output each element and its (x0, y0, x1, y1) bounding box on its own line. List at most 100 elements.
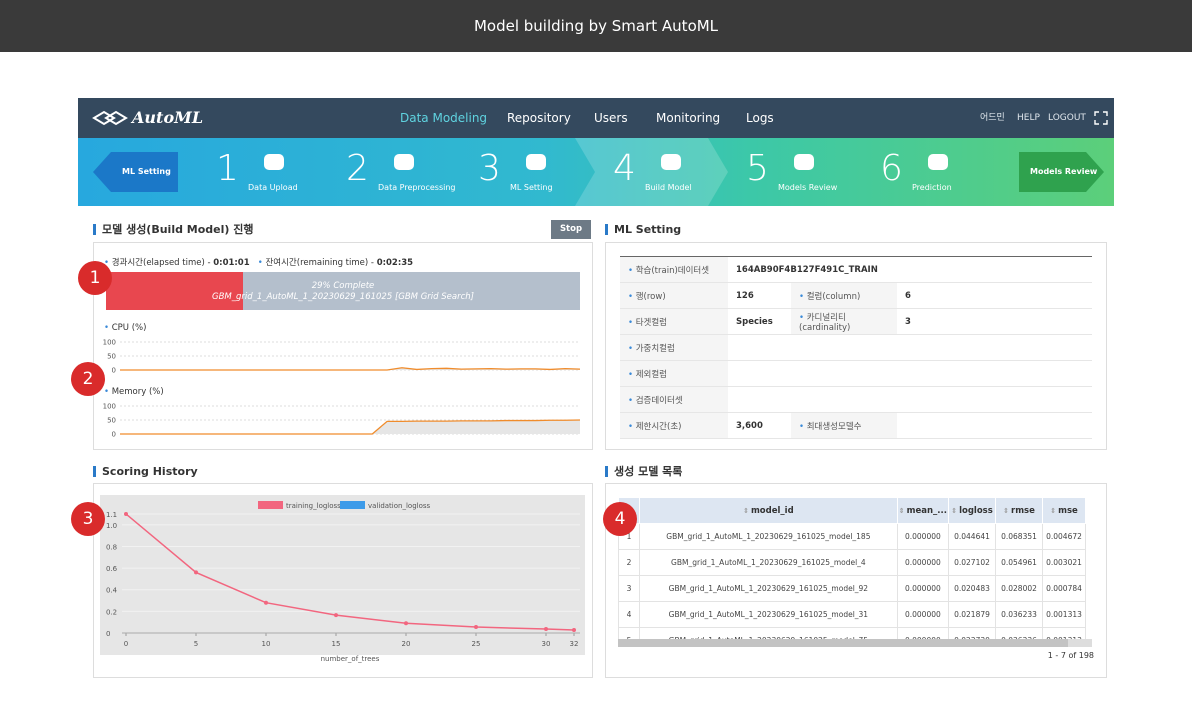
cell: 0.000000 (896, 627, 950, 639)
prev-step[interactable]: ML Setting (122, 167, 171, 176)
step-number: 6 (880, 148, 903, 189)
step-number: 4 (613, 148, 636, 189)
progress-job: GBM_grid_1_AutoML_1_20230629_161025 [GBM… (212, 292, 474, 302)
setting-label: 제외컬럼 (620, 360, 728, 387)
progress-text: 29% Complete GBM_grid_1_AutoML_1_20230629… (106, 281, 580, 303)
models-scroll[interactable]: ⇕ model_id ⇕ mean_... ⇕ logloss ⇕ rmse ⇕ mse 1 GBM_… (618, 497, 1092, 639)
models-footer: 1 - 7 of 198 (1047, 651, 1094, 660)
step-number: 3 (478, 148, 501, 189)
column-name: logloss (959, 505, 993, 516)
menu-item[interactable]: Logs (746, 111, 774, 125)
elapsed-value: 0:01:01 (213, 258, 250, 268)
step-label[interactable]: ML Setting (510, 183, 553, 192)
setting-row: 제한시간(초)3,600최대생성모델수 (620, 412, 1092, 439)
column-header[interactable]: ⇕ model_id (639, 497, 898, 524)
setting-value: 3 (897, 308, 1092, 335)
setting-value: 3,600 (728, 412, 791, 439)
setting-label: 타겟컬럼 (620, 308, 728, 335)
cell: 0.044641 (948, 523, 996, 550)
models-panel: ⇕ model_id ⇕ mean_... ⇕ logloss ⇕ rmse ⇕ mse 1 GBM_… (605, 483, 1107, 678)
y-tick-label: 50 (107, 353, 116, 361)
cell: GBM_grid_1_AutoML_1_20230629_161025_mode… (639, 601, 898, 628)
nav-right-item[interactable]: 어드민 (980, 113, 1005, 123)
cell: 3 (618, 575, 640, 602)
model-row[interactable]: 1 GBM_grid_1_AutoML_1_20230629_161025_mod… (618, 523, 1086, 550)
y-tick-label: 1.0 (106, 522, 117, 530)
y-tick-label: 0.4 (106, 587, 118, 595)
nav-right-item[interactable]: LOGOUT (1048, 113, 1086, 123)
setting-value: 6 (897, 282, 1092, 309)
column-header[interactable]: ⇕ logloss (948, 497, 996, 524)
logo[interactable]: AutoML (132, 108, 204, 127)
cell: 0.000000 (896, 523, 950, 550)
step-label[interactable]: Build Model (645, 183, 692, 192)
sort-icon: ⇕ (1050, 506, 1057, 515)
panel-title: 생성 모델 목록 (605, 466, 682, 477)
progress-fill (106, 272, 244, 310)
step-number: 5 (746, 148, 769, 189)
model-row[interactable]: 2 GBM_grid_1_AutoML_1_20230629_161025_mod… (618, 549, 1086, 576)
cell: 0.000000 (896, 601, 950, 628)
setting-row: 타겟컬럼Species카디널리티(cardinality)3 (620, 308, 1092, 335)
fullscreen-icon[interactable] (1094, 111, 1108, 125)
step-label[interactable]: Prediction (912, 183, 952, 192)
series-line (125, 513, 575, 631)
cell: 0.023730 (948, 627, 996, 639)
setting-value (897, 412, 1092, 439)
step-label[interactable]: Data Preprocessing (378, 183, 456, 192)
stop-button[interactable]: Stop (551, 220, 591, 239)
menu-item[interactable]: Users (594, 111, 628, 125)
setting-row: 가중치컬럼 (620, 334, 1092, 361)
cell: 0.000000 (896, 549, 950, 576)
cell: 0.036236 (995, 627, 1043, 639)
cell: GBM_grid_1_AutoML_1_20230629_161025_mode… (639, 627, 898, 639)
cell: GBM_grid_1_AutoML_1_20230629_161025_mode… (639, 523, 898, 550)
cell: GBM_grid_1_AutoML_1_20230629_161025_mode… (639, 575, 898, 602)
step-label[interactable]: Data Upload (248, 183, 298, 192)
cell: GBM_grid_1_AutoML_1_20230629_161025_mode… (639, 549, 898, 576)
setting-label: 카디널리티(cardinality) (791, 308, 897, 335)
sort-icon: ⇕ (898, 506, 905, 515)
y-tick-label: 0.2 (106, 608, 117, 616)
models-table: ⇕ model_id ⇕ mean_... ⇕ logloss ⇕ rmse ⇕ mse 1 GBM_… (618, 497, 1086, 639)
x-tick-label: 0 (124, 640, 128, 648)
next-step[interactable]: Models Review (1030, 167, 1098, 176)
step-label[interactable]: Models Review (778, 183, 838, 192)
cell: 0.036233 (995, 601, 1043, 628)
model-row[interactable]: 3 GBM_grid_1_AutoML_1_20230629_161025_mod… (618, 575, 1086, 602)
cell: 0.028002 (995, 575, 1043, 602)
step-number: 1 (216, 148, 239, 189)
setting-row: 제외컬럼 (620, 360, 1092, 387)
setting-label: 제한시간(초) (620, 412, 728, 439)
cell: 0.000784 (1042, 575, 1086, 602)
panel-title: Scoring History (93, 466, 198, 477)
header-title: Model building by Smart AutoML (473, 17, 719, 35)
nav-right-item[interactable]: HELP (1017, 113, 1040, 123)
column-header[interactable]: ⇕ rmse (995, 497, 1043, 524)
menu-item[interactable]: Repository (507, 111, 571, 125)
point (544, 626, 548, 631)
elapsed-label: 경과시간(elapsed time) - (104, 258, 213, 268)
setting-label: 최대생성모델수 (791, 412, 897, 439)
scroll-thumb[interactable] (618, 639, 1068, 647)
model-row[interactable]: 4 GBM_grid_1_AutoML_1_20230629_161025_mod… (618, 601, 1086, 628)
sort-icon: ⇕ (951, 506, 958, 515)
model-row[interactable]: 5GBM_grid_1_AutoML_1_20230629_161025_mod… (618, 627, 1086, 639)
nav-bar: AutoML Data Modeling Repository Users Monit… (78, 98, 1114, 138)
plot-background (100, 495, 585, 655)
point (404, 621, 408, 626)
point (264, 600, 268, 605)
point (194, 570, 198, 575)
column-header[interactable]: ⇕ mse (1042, 497, 1086, 524)
column-header[interactable]: ⇕ mean_... (896, 497, 950, 524)
menu-item[interactable]: Data Modeling (400, 111, 488, 125)
y-tick-label: 100 (103, 339, 116, 347)
x-tick-label: 5 (194, 640, 198, 648)
menu-item[interactable]: Monitoring (656, 111, 721, 125)
x-tick-label: 20 (402, 640, 411, 648)
scrollbar[interactable] (618, 639, 1092, 647)
cell: 0.001313 (1042, 627, 1086, 639)
x-tick-label: 15 (332, 640, 341, 648)
step-icon (928, 154, 948, 170)
